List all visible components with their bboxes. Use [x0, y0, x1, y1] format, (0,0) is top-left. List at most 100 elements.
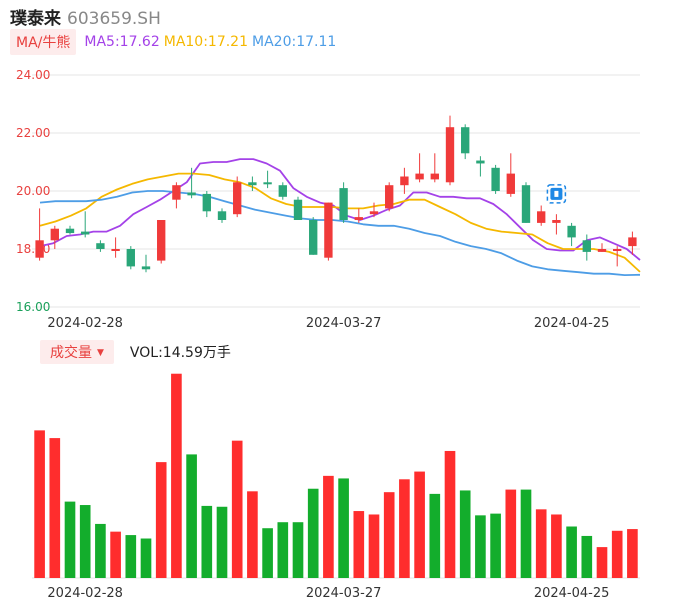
volume-date-tick-label: 2024-04-25: [534, 586, 610, 601]
candle-body[interactable]: [202, 193, 211, 212]
ma10-legend: MA10:17.21: [163, 34, 249, 50]
volume-bar[interactable]: [110, 531, 121, 578]
candle-body[interactable]: [50, 228, 59, 241]
volume-date-tick-label: 2024-03-27: [306, 586, 382, 601]
volume-bar[interactable]: [535, 509, 547, 578]
volume-bar[interactable]: [490, 513, 501, 578]
candle-body[interactable]: [354, 217, 363, 220]
volume-bar[interactable]: [79, 505, 91, 578]
date-tick-label: 2024-02-28: [47, 316, 123, 331]
volume-bar[interactable]: [399, 479, 410, 578]
volume-bar[interactable]: [566, 526, 577, 579]
volume-bar[interactable]: [34, 430, 45, 578]
volume-legend: 成交量 ▼ VOL:14.59万手: [40, 340, 231, 364]
volume-bar[interactable]: [292, 522, 304, 578]
volume-bar[interactable]: [155, 462, 167, 578]
volume-bar[interactable]: [247, 491, 258, 578]
candle-body[interactable]: [521, 185, 531, 223]
volume-bar[interactable]: [581, 535, 593, 578]
candle-body[interactable]: [491, 167, 500, 191]
volume-bar[interactable]: [201, 505, 213, 578]
volume-bar[interactable]: [49, 438, 61, 578]
volume-bar[interactable]: [216, 506, 228, 578]
stock-header: 璞泰来 603659.SH: [10, 4, 161, 29]
stock-name: 璞泰来: [10, 9, 61, 29]
b-signal-icon[interactable]: [546, 184, 567, 204]
candle-body[interactable]: [263, 182, 272, 185]
candle-body[interactable]: [582, 240, 591, 252]
candle-body[interactable]: [461, 127, 470, 154]
volume-bar[interactable]: [475, 515, 486, 578]
volume-bar[interactable]: [414, 471, 425, 578]
volume-bar[interactable]: [551, 514, 562, 578]
volume-bar[interactable]: [307, 488, 319, 578]
volume-bar[interactable]: [459, 490, 471, 578]
volume-bar[interactable]: [277, 522, 289, 578]
volume-bar[interactable]: [627, 529, 638, 578]
volume-value: VOL:14.59万手: [129, 345, 231, 361]
volume-bar[interactable]: [186, 454, 197, 578]
candle-body[interactable]: [309, 220, 318, 255]
candle-body[interactable]: [506, 173, 515, 194]
volume-bar[interactable]: [262, 528, 273, 578]
volume-bar[interactable]: [596, 547, 608, 578]
candle-body[interactable]: [567, 225, 576, 238]
candle-body[interactable]: [81, 231, 90, 235]
candle-body[interactable]: [415, 173, 424, 180]
ma20-line: [39, 190, 641, 277]
volume-date-tick-label: 2024-02-28: [47, 586, 123, 601]
candle-body[interactable]: [65, 228, 75, 234]
volume-bar[interactable]: [611, 530, 623, 578]
candle-body[interactable]: [157, 220, 166, 261]
ma-indicator-tag[interactable]: MA/牛熊: [10, 29, 77, 55]
candle-body[interactable]: [233, 182, 242, 215]
candle-body[interactable]: [445, 127, 455, 183]
candle-body[interactable]: [400, 176, 409, 186]
volume-bar[interactable]: [231, 440, 243, 578]
price-tick-label: 24.00: [16, 68, 50, 82]
candle-body[interactable]: [96, 243, 105, 249]
volume-bar[interactable]: [64, 501, 76, 578]
candle-body[interactable]: [537, 211, 546, 223]
candle-body[interactable]: [597, 249, 607, 252]
candle-body[interactable]: [293, 199, 303, 220]
candle-body[interactable]: [613, 249, 622, 251]
candle-body[interactable]: [172, 185, 181, 200]
candle-body[interactable]: [111, 249, 120, 251]
ma5-legend: MA5:17.62: [84, 34, 160, 50]
volume-bar[interactable]: [505, 489, 517, 578]
candle-body[interactable]: [126, 249, 135, 267]
candle-body[interactable]: [187, 192, 196, 196]
candle-body[interactable]: [278, 185, 287, 197]
volume-bar[interactable]: [520, 489, 532, 578]
candle-body[interactable]: [339, 188, 348, 220]
volume-bar[interactable]: [323, 475, 334, 578]
volume-bar[interactable]: [95, 523, 106, 578]
volume-bar[interactable]: [140, 538, 152, 578]
candle-body[interactable]: [141, 266, 151, 270]
caret-down-icon: ▼: [97, 348, 104, 358]
price-tick-label: 22.00: [16, 126, 50, 140]
candle-body[interactable]: [248, 182, 257, 186]
candle-body[interactable]: [430, 173, 439, 180]
volume-bar[interactable]: [383, 492, 395, 578]
candle-body[interactable]: [324, 202, 333, 258]
volume-bar[interactable]: [368, 514, 380, 578]
volume-bar[interactable]: [125, 535, 137, 578]
volume-indicator-dropdown[interactable]: 成交量 ▼: [40, 340, 114, 364]
volume-bar[interactable]: [444, 450, 456, 578]
candle-body[interactable]: [35, 240, 44, 258]
volume-bar[interactable]: [171, 373, 182, 578]
candle-body[interactable]: [217, 211, 227, 220]
candle-body[interactable]: [385, 185, 394, 209]
candle-body[interactable]: [369, 211, 379, 215]
volume-bar[interactable]: [353, 511, 365, 578]
price-tick-label: 20.00: [16, 184, 50, 198]
candle-body[interactable]: [552, 220, 561, 223]
candle-body[interactable]: [476, 160, 485, 164]
date-tick-label: 2024-04-25: [534, 316, 610, 331]
candle-body[interactable]: [628, 237, 637, 247]
volume-bar[interactable]: [338, 478, 349, 578]
volume-bar[interactable]: [429, 493, 441, 578]
